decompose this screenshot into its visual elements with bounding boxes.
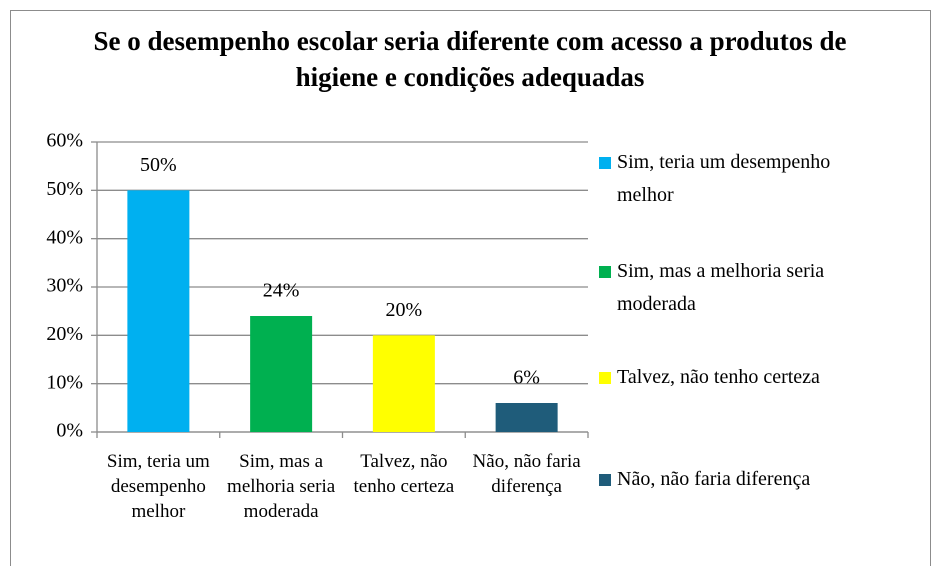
x-tick-label: Não, não faria diferença	[473, 451, 582, 497]
chart-title: Se o desempenho escolar seria diferente …	[94, 26, 847, 92]
x-tick-label: Talvez, não tenho certeza	[354, 451, 455, 497]
bar	[495, 403, 558, 432]
legend-label: Talvez, não tenho certeza	[617, 366, 820, 388]
y-tick-label: 40%	[46, 226, 83, 248]
legend-swatch	[599, 474, 611, 486]
legend-swatch	[599, 157, 611, 169]
data-label: 50%	[140, 154, 177, 176]
y-tick-label: 0%	[56, 420, 83, 442]
bar	[250, 316, 313, 432]
y-tick-label: 10%	[46, 371, 83, 393]
y-tick-label: 30%	[46, 275, 83, 297]
legend-label: Sim, teria um desempenho melhor	[617, 151, 830, 206]
x-tick-label: Sim, mas a melhoria seria moderada	[227, 451, 336, 522]
data-label: 24%	[263, 280, 300, 302]
data-label: 20%	[386, 299, 423, 321]
y-tick-label: 60%	[46, 130, 83, 152]
bar	[127, 190, 190, 432]
legend-swatch	[599, 266, 611, 278]
x-tick-label: Sim, teria um desempenho melhor	[107, 451, 210, 522]
data-label: 6%	[513, 367, 540, 389]
bar	[372, 335, 435, 432]
y-tick-label: 50%	[46, 178, 83, 200]
legend-label: Sim, mas a melhoria seria moderada	[617, 260, 824, 315]
y-tick-label: 20%	[46, 323, 83, 345]
legend-label: Não, não faria diferença	[617, 468, 810, 490]
legend-swatch	[599, 372, 611, 384]
